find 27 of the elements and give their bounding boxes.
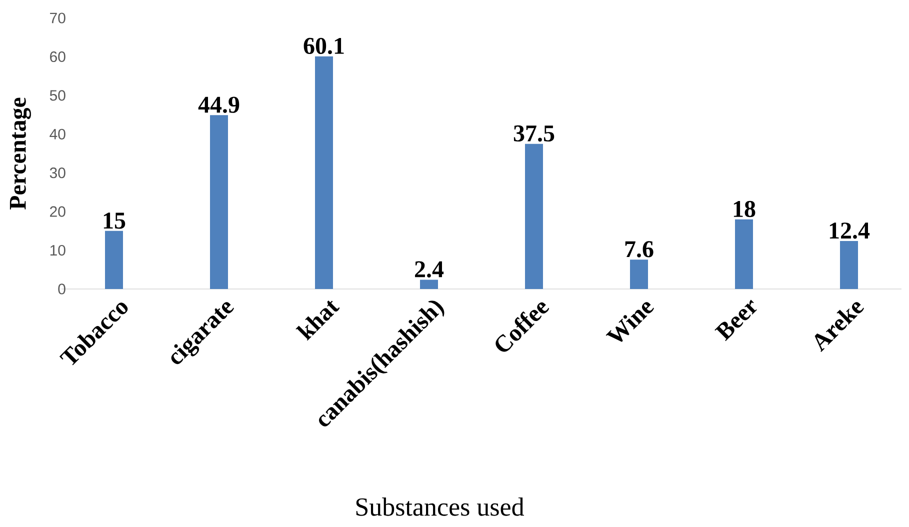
data-label: 7.6	[625, 241, 654, 258]
data-label: 18	[734, 200, 756, 218]
y-tick-label: 10	[50, 244, 66, 256]
y-tick-label: 40	[50, 128, 66, 140]
bar	[420, 280, 438, 289]
data-label: 60.1	[304, 38, 344, 54]
bar	[525, 144, 544, 289]
bar	[735, 219, 754, 289]
bar	[105, 230, 124, 289]
data-label: 15	[104, 212, 126, 229]
bar	[315, 56, 334, 289]
y-tick-label: 0	[58, 284, 66, 294]
bar	[210, 115, 228, 289]
y-tick-label: 30	[50, 168, 66, 178]
y-tick-label: 70	[50, 12, 66, 24]
bar	[840, 240, 858, 289]
y-tick-label: 50	[50, 90, 66, 101]
data-label: 2.4	[415, 261, 444, 278]
y-axis-title: Percentage	[10, 98, 31, 210]
y-tick-label: 20	[50, 206, 66, 217]
x-tick-label: Wine	[606, 302, 654, 342]
bar	[630, 260, 648, 289]
x-axis-title: Substances used	[356, 498, 524, 516]
data-label: 12.4	[830, 222, 870, 239]
y-tick-label: 60	[50, 51, 66, 62]
data-label: 44.9	[198, 96, 240, 113]
data-label: 37.5	[514, 125, 554, 142]
